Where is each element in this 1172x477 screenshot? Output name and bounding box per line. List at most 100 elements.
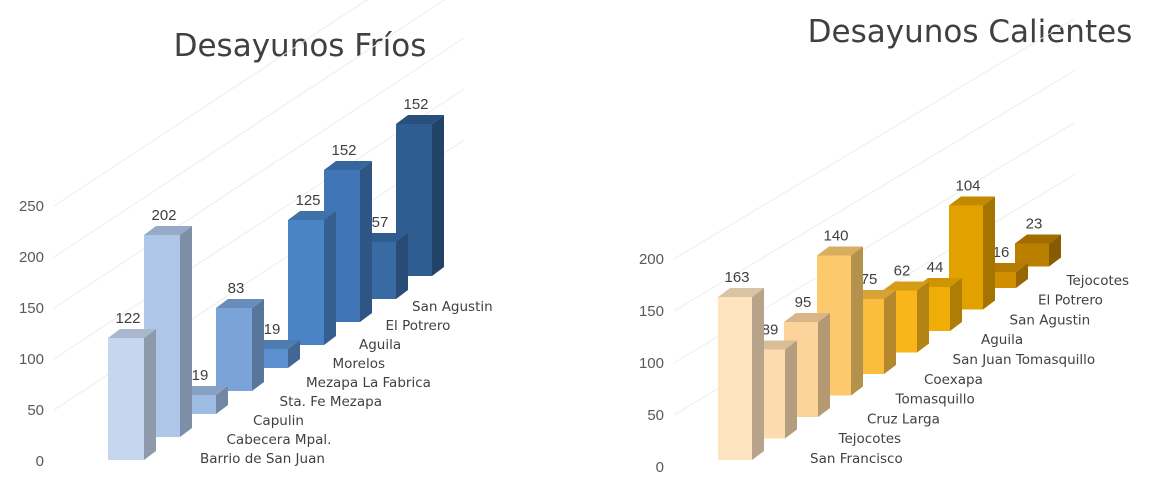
data-label: 62 [894,263,911,280]
y-tick-label: 150 [19,300,44,317]
bar: 163 [718,269,764,460]
bar-top-face [718,288,764,297]
bar-side-face [144,329,156,460]
y-tick-label: 250 [19,198,44,215]
bar-top-face [396,115,444,124]
bar-side-face [950,278,962,331]
category-label: San Juan Tomasquillo [953,352,1096,368]
category-label: Cabecera Mpal. [227,432,332,448]
category-label: San Francisco [810,451,903,467]
data-label: 89 [762,322,779,339]
category-label: Tejocotes [1066,273,1130,289]
bar-top-face [108,329,156,338]
category-label: Tomasquillo [895,392,975,408]
data-label: 16 [993,244,1010,261]
category-label: Tejocotes [838,431,902,447]
category-label: El Potrero [386,318,451,334]
gridline [53,88,465,360]
bar-side-face [785,340,797,439]
y-tick-label: 100 [19,351,44,368]
bar-side-face [432,115,444,276]
category-label: Coexapa [924,372,983,388]
chart-desayunos-frios: Desayunos Fríos 0 50 100 150 200 250 152 57 152… [19,0,493,470]
bar-front-face [108,338,144,460]
bar-side-face [752,288,764,460]
gridline [53,0,368,207]
data-label: 57 [372,214,389,231]
data-label: 202 [151,207,176,224]
bar-front-face [216,308,252,391]
bar-front-face [718,297,752,460]
bar-front-face [288,220,324,345]
bar-front-face [1015,243,1049,267]
bar: 122 [108,310,156,460]
gridline [53,37,465,309]
gridline [673,70,1075,312]
bar: 83 [216,280,264,391]
data-label: 19 [264,321,281,338]
bar-side-face [288,340,300,368]
category-label: Aguila [981,332,1023,348]
data-label: 19 [192,367,209,384]
category-label: Aguila [359,337,401,353]
category-label: Morelos [333,356,386,372]
chart-title: Desayunos Calientes [808,14,1133,50]
data-label: 75 [861,271,878,288]
data-label: 152 [403,96,428,113]
chart-title: Desayunos Fríos [174,28,427,64]
bar-side-face [818,313,830,417]
data-label: 140 [823,228,848,245]
bar-side-face [216,386,228,414]
bar-top-face [883,281,929,291]
data-label: 23 [1026,216,1043,233]
y-tick-label: 0 [656,459,664,476]
y-tick-label: 50 [27,402,44,419]
category-label: Mezapa La Fabrica [306,375,431,391]
category-label: San Agustin [412,299,493,315]
category-label: Barrio de San Juan [200,451,325,467]
data-label: 122 [115,310,140,327]
bar-top-face [949,196,995,206]
bar: 125 [288,192,336,345]
bar-side-face [1016,263,1028,288]
category-label: Cruz Larga [867,411,940,427]
gridline [673,18,1075,260]
y-tick-label: 0 [36,453,44,470]
y-tick-label: 200 [639,251,664,268]
category-label: Sta. Fe Mezapa [280,394,383,410]
category-label: San Agustin [1010,312,1091,328]
bar-side-face [252,299,264,391]
gridline [53,0,446,258]
data-label: 125 [295,192,320,209]
bar-top-face [784,313,830,322]
bar-top-face [144,226,192,235]
bar-side-face [324,211,336,345]
category-label: Capulin [253,413,304,429]
bar-side-face [180,226,192,437]
data-label: 44 [927,259,944,276]
data-label: 95 [795,294,812,311]
data-label: 152 [331,142,356,159]
data-label: 163 [724,269,749,286]
category-label: El Potrero [1038,293,1103,309]
bar-top-face [1015,234,1061,244]
bar-top-face [817,246,863,256]
bar-side-face [1049,234,1061,267]
bar-side-face [884,290,896,374]
bar-top-face [324,161,372,170]
bar-side-face [396,233,408,299]
bar-top-face [288,211,336,220]
bar-side-face [851,246,863,396]
y-tick-label: 100 [639,355,664,372]
chart-desayunos-calientes: Desayunos Calientes 0 50 100 150 200 23 16 104… [639,14,1132,476]
bar-top-face [216,299,264,308]
data-label: 104 [955,178,980,195]
bar-side-face [360,161,372,322]
bar: 23 [1015,216,1061,267]
bar-side-face [917,281,929,353]
y-tick-label: 50 [647,407,664,424]
y-tick-label: 200 [19,249,44,266]
data-label: 83 [228,280,245,297]
y-tick-label: 150 [639,303,664,320]
